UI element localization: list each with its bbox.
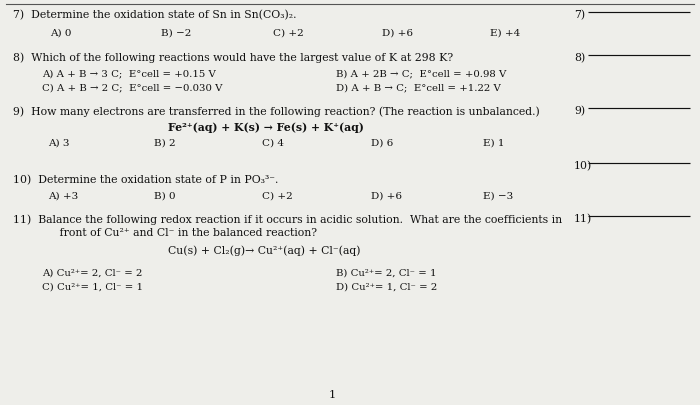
Text: 10)  Determine the oxidation state of P in PO₃³⁻.: 10) Determine the oxidation state of P i…: [13, 175, 278, 185]
Text: 10): 10): [574, 161, 592, 171]
Text: A) Cu²⁺= 2, Cl⁻ = 2: A) Cu²⁺= 2, Cl⁻ = 2: [42, 268, 142, 277]
Text: D) Cu²⁺= 1, Cl⁻ = 2: D) Cu²⁺= 1, Cl⁻ = 2: [336, 281, 438, 290]
Text: C) +2: C) +2: [273, 28, 304, 37]
Text: D) A + B → C;  E°cell = +1.22 V: D) A + B → C; E°cell = +1.22 V: [336, 83, 501, 92]
Text: Cu(s) + Cl₂(g)→ Cu²⁺(aq) + Cl⁻(aq): Cu(s) + Cl₂(g)→ Cu²⁺(aq) + Cl⁻(aq): [168, 245, 360, 256]
Text: 8)  Which of the following reactions would have the largest value of K at 298 K?: 8) Which of the following reactions woul…: [13, 53, 453, 63]
Text: 11)  Balance the following redox reaction if it occurs in acidic solution.  What: 11) Balance the following redox reaction…: [13, 214, 561, 224]
Text: 9)  How many electrons are transferred in the following reaction? (The reaction : 9) How many electrons are transferred in…: [13, 106, 540, 117]
Text: 1: 1: [329, 389, 336, 399]
Text: B) 2: B) 2: [154, 139, 176, 147]
Text: E) −3: E) −3: [483, 191, 513, 200]
Text: 7): 7): [574, 10, 585, 20]
Text: B) Cu²⁺= 2, Cl⁻ = 1: B) Cu²⁺= 2, Cl⁻ = 1: [336, 268, 437, 277]
Text: C) A + B → 2 C;  E°cell = −0.030 V: C) A + B → 2 C; E°cell = −0.030 V: [42, 83, 223, 92]
Text: A) 3: A) 3: [48, 139, 69, 147]
Text: Fe²⁺(aq) + K(s) → Fe(s) + K⁺(aq): Fe²⁺(aq) + K(s) → Fe(s) + K⁺(aq): [168, 122, 364, 132]
Text: 11): 11): [574, 214, 592, 224]
Text: E) +4: E) +4: [490, 28, 520, 37]
Text: D) +6: D) +6: [371, 191, 402, 200]
Text: C) 4: C) 4: [262, 139, 284, 147]
Text: B) A + 2B → C;  E°cell = +0.98 V: B) A + 2B → C; E°cell = +0.98 V: [336, 70, 506, 79]
Text: B) 0: B) 0: [154, 191, 176, 200]
Text: C) Cu²⁺= 1, Cl⁻ = 1: C) Cu²⁺= 1, Cl⁻ = 1: [42, 281, 143, 290]
Text: front of Cu²⁺ and Cl⁻ in the balanced reaction?: front of Cu²⁺ and Cl⁻ in the balanced re…: [35, 228, 317, 238]
Text: C) +2: C) +2: [262, 191, 293, 200]
Text: A) 0: A) 0: [50, 28, 72, 37]
Text: E) 1: E) 1: [483, 139, 505, 147]
Text: A) +3: A) +3: [48, 191, 78, 200]
Text: 9): 9): [574, 106, 585, 116]
Text: A) A + B → 3 C;  E°cell = +0.15 V: A) A + B → 3 C; E°cell = +0.15 V: [42, 70, 216, 79]
Text: 7)  Determine the oxidation state of Sn in Sn(CO₃)₂.: 7) Determine the oxidation state of Sn i…: [13, 10, 296, 20]
Text: 8): 8): [574, 53, 585, 63]
Text: D) +6: D) +6: [382, 28, 412, 37]
Text: D) 6: D) 6: [371, 139, 393, 147]
Text: B) −2: B) −2: [161, 28, 191, 37]
